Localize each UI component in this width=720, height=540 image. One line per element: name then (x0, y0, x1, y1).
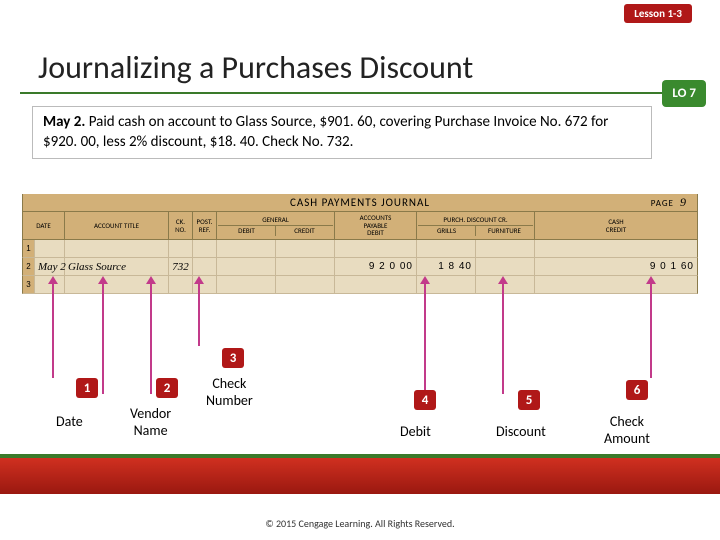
footer-ribbon (0, 458, 720, 494)
callout-2-label: Vendor Name (130, 406, 171, 440)
col-post: POST. REF. (193, 212, 217, 239)
col-ap: ACCOUNTS PAYABLE DEBIT (335, 212, 417, 239)
arrow-2b (150, 282, 152, 394)
scenario-text: Paid cash on account to Glass Source, $9… (43, 113, 608, 151)
col-ck: CK. NO. (169, 212, 193, 239)
callout-4-label: Debit (400, 424, 431, 441)
callout-3: 3 (222, 348, 244, 368)
callout-5: 5 (518, 390, 540, 410)
row-gc (276, 240, 335, 257)
row-gc (276, 276, 335, 293)
row-ap (335, 240, 417, 257)
row-date: May 2 (35, 258, 65, 275)
row-gd (217, 240, 276, 257)
col-gen-credit: CREDIT (276, 226, 333, 236)
col-pd: PURCH. DISCOUNT CR. GRILLS FURNITURE (417, 212, 535, 239)
row-num: 3 (23, 276, 35, 293)
col-cash: CASH CREDIT (535, 212, 697, 239)
row-num: 2 (23, 258, 35, 275)
callout-1-label: Date (56, 414, 83, 431)
lo-badge: LO 7 (662, 80, 706, 107)
callout-3-label: Check Number (206, 376, 253, 410)
callout-2: 2 (156, 378, 178, 398)
scenario-box: May 2. Paid cash on account to Glass Sou… (32, 106, 652, 159)
arrow-4 (424, 282, 426, 394)
journal-row-2: 2 May 2 Glass Source 732 9 2 0 00 1 8 40… (22, 258, 698, 276)
row-cash (535, 240, 697, 257)
col-date: DATE (23, 212, 65, 239)
arrow-2a (102, 282, 104, 394)
row-pdg: 1 8 40 (417, 258, 476, 275)
row-date (35, 240, 65, 257)
journal-row-3: 3 (22, 276, 698, 294)
journal-row-1: 1 (22, 240, 698, 258)
row-pdf (476, 258, 535, 275)
journal-page-no: 9 (680, 195, 687, 209)
row-pdg (417, 240, 476, 257)
col-acct: ACCOUNT TITLE (65, 212, 169, 239)
col-gen-debit: DEBIT (218, 226, 276, 236)
col-general: GENERAL DEBIT CREDIT (217, 212, 335, 239)
page-title: Journalizing a Purchases Discount (38, 48, 473, 87)
row-num: 1 (23, 240, 35, 257)
row-ck (169, 240, 193, 257)
arrow-6 (650, 282, 652, 378)
journal-table: CASH PAYMENTS JOURNAL PAGE 9 DATE ACCOUN… (22, 194, 698, 294)
col-general-top: GENERAL (218, 215, 333, 226)
arrow-5 (502, 282, 504, 394)
callout-4: 4 (414, 390, 436, 410)
row-post (193, 240, 217, 257)
row-ck (169, 276, 193, 293)
row-post (193, 258, 217, 275)
callout-6-label: Check Amount (604, 414, 650, 448)
row-gd (217, 258, 276, 275)
row-ck: 732 (169, 258, 193, 275)
copyright: © 2015 Cengage Learning. All Rights Rese… (0, 517, 720, 530)
title-underline (20, 92, 696, 94)
journal-page: PAGE 9 (651, 195, 687, 210)
callout-1: 1 (76, 378, 98, 398)
row-gc (276, 258, 335, 275)
row-month: May (38, 261, 58, 273)
col-pd-grills: GRILLS (418, 226, 476, 236)
row-ap (335, 276, 417, 293)
lesson-badge: Lesson 1-3 (624, 4, 692, 23)
callout-5-label: Discount (496, 424, 546, 441)
row-acct: Glass Source (65, 258, 169, 275)
journal-title-row: CASH PAYMENTS JOURNAL PAGE 9 (22, 194, 698, 212)
row-cash: 9 0 1 60 (535, 258, 697, 275)
row-acct (65, 240, 169, 257)
row-pdf (476, 240, 535, 257)
journal-page-label: PAGE (651, 198, 674, 209)
col-pd-furn: FURNITURE (476, 226, 533, 236)
arrow-3 (198, 282, 200, 346)
row-cash (535, 276, 697, 293)
journal-col-headers: DATE ACCOUNT TITLE CK. NO. POST. REF. GE… (22, 212, 698, 240)
col-pd-top: PURCH. DISCOUNT CR. (418, 215, 533, 226)
arrow-1 (52, 282, 54, 378)
scenario-date: May 2. (43, 113, 85, 131)
row-gd (217, 276, 276, 293)
row-ap: 9 2 0 00 (335, 258, 417, 275)
callout-6: 6 (626, 380, 648, 400)
journal-title: CASH PAYMENTS JOURNAL (290, 196, 430, 209)
